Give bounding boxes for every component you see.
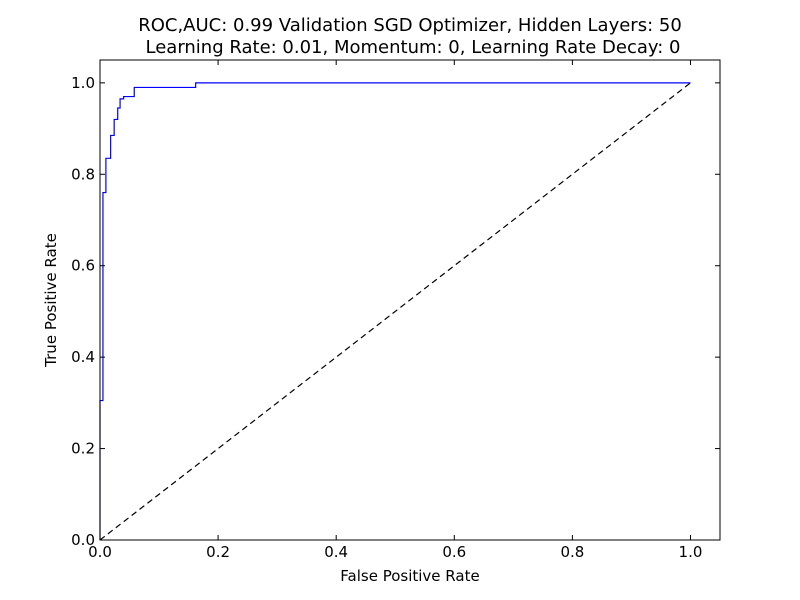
- y-tick-label: 0.2: [71, 440, 95, 458]
- roc-curve: [99, 82, 691, 540]
- x-tick-label: 0.6: [442, 543, 466, 561]
- x-tick-label: 0.4: [324, 543, 348, 561]
- x-tick-label: 0.0: [88, 543, 112, 561]
- axis-ticks: 0.0 0.2 0.4 0.6 0.8 1.0 0.0 0.2 0.4 0.6 0.8 1.0: [71, 60, 720, 561]
- x-tick-label: 0.8: [560, 543, 584, 561]
- chart-subtitle: Learning Rate: 0.01, Momentum: 0, Learni…: [146, 37, 681, 58]
- y-tick-label: 0.0: [71, 531, 95, 549]
- y-axis-label: True Positive Rate: [42, 233, 60, 368]
- x-tick-label: 1.0: [679, 543, 703, 561]
- y-tick-label: 0.6: [71, 257, 95, 275]
- plot-frame: [99, 59, 721, 541]
- y-tick-label: 0.4: [71, 348, 95, 366]
- x-tick-label: 0.2: [206, 543, 230, 561]
- diagonal-reference-line: [99, 82, 691, 541]
- plot-area: [99, 82, 691, 541]
- y-tick-label: 0.8: [71, 165, 95, 183]
- x-axis-label: False Positive Rate: [340, 567, 479, 585]
- chart-title: ROC,AUC: 0.99 Validation SGD Optimizer, …: [138, 15, 682, 36]
- y-tick-label: 1.0: [71, 74, 95, 92]
